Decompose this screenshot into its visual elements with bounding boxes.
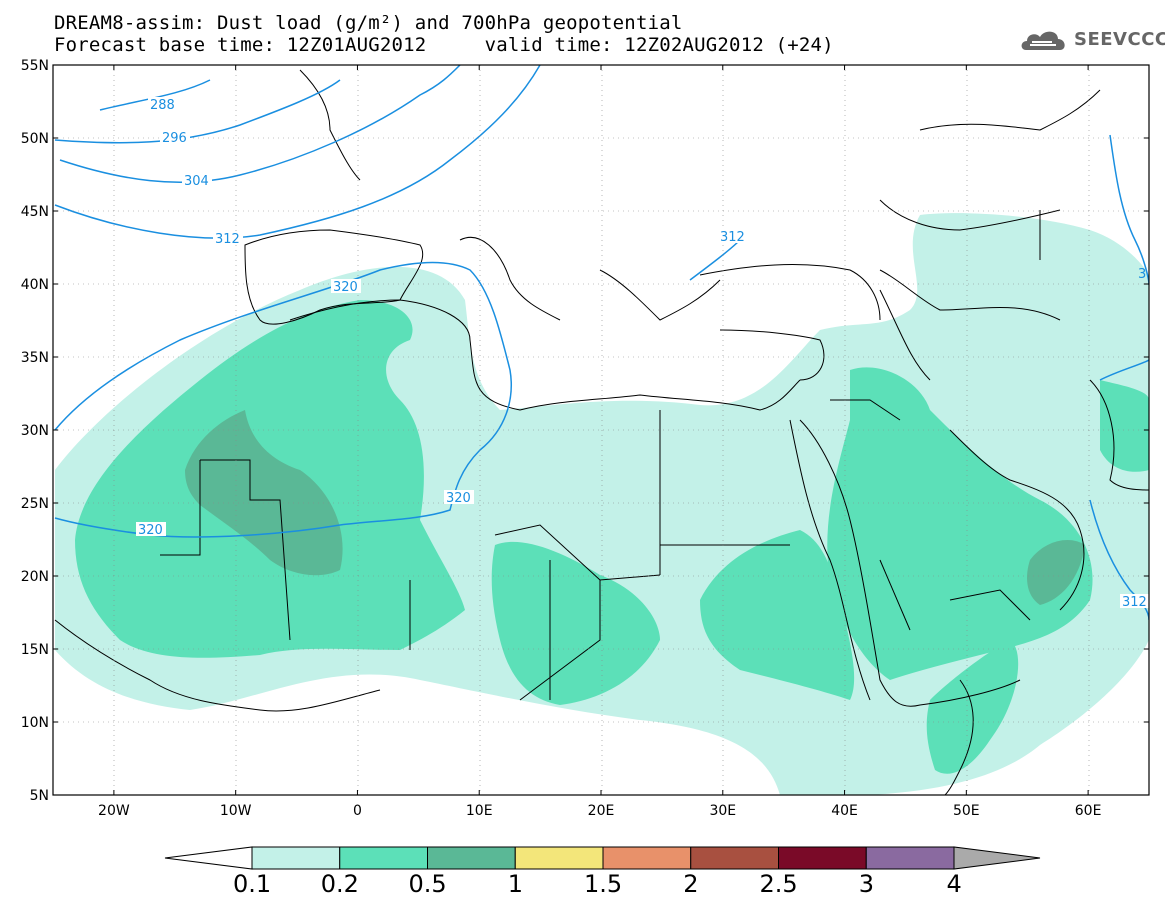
contour-labels: 288 296 304 312 320 320 320 312 312 3 — [136, 97, 1150, 610]
graticule — [53, 65, 1149, 795]
longitude-label: 40E — [831, 803, 858, 819]
colorbar-label: 4 — [946, 870, 962, 898]
contour-label: 320 — [333, 280, 358, 295]
longitude-labels: 20W 10W 0 10E 20E 30E 40E 50E 60E — [98, 803, 1101, 819]
colorbar-label: 2.5 — [759, 870, 798, 898]
latitude-label: 15N — [21, 642, 49, 658]
axis-ticks — [53, 64, 1149, 796]
longitude-label: 20E — [588, 803, 615, 819]
colorbar-swatch — [690, 846, 779, 870]
latitude-label: 35N — [21, 350, 49, 366]
latitude-label: 55N — [21, 58, 49, 74]
forecast-time-subtitle: Forecast base time: 12Z01AUG2012 valid t… — [54, 34, 834, 56]
geopotential-contours — [54, 65, 1149, 621]
colorbar-label: 1.5 — [584, 870, 623, 898]
colorbar-label: 2 — [683, 870, 699, 898]
colorbar — [164, 846, 1041, 870]
contour-label: 288 — [150, 98, 175, 113]
contour-label: 312 — [720, 230, 745, 245]
contour-label: 312 — [1122, 595, 1147, 610]
dust-shading-0.5 — [185, 410, 1085, 605]
longitude-label: 50E — [953, 803, 980, 819]
latitude-label: 40N — [21, 277, 49, 293]
latitude-label: 50N — [21, 131, 49, 147]
colorbar-high-extension — [953, 846, 1041, 870]
latitude-label: 5N — [30, 788, 49, 804]
latitude-label: 30N — [21, 423, 49, 439]
colorbar-low-extension — [164, 846, 253, 870]
colorbar-swatch — [514, 846, 604, 870]
colorbar-swatch — [251, 846, 341, 870]
latitude-label: 25N — [21, 496, 49, 512]
longitude-label: 10W — [220, 803, 252, 819]
colorbar-label: 3 — [858, 870, 875, 898]
cloud-icon — [1021, 31, 1065, 50]
latitude-label: 10N — [21, 715, 49, 731]
contour-label: 320 — [138, 523, 163, 538]
colorbar-label: 1 — [507, 870, 524, 898]
colorbar-swatch — [602, 846, 692, 870]
colorbar-swatch — [778, 846, 867, 870]
map-title: DREAM8-assim: Dust load (g/m²) and 700hP… — [54, 12, 683, 34]
colorbar-swatch — [865, 846, 955, 870]
seevccc-logo: SEEVCCC — [1018, 26, 1165, 56]
latitude-label: 20N — [21, 569, 49, 585]
longitude-label: 0 — [353, 803, 362, 819]
contour-label: 320 — [446, 491, 471, 506]
latitude-labels: 55N 50N 45N 40N 35N 30N 25N 20N 15N 10N 5N — [21, 58, 49, 804]
longitude-label: 60E — [1075, 803, 1102, 819]
colorbar-label: 0.5 — [408, 870, 447, 898]
colorbar-label: 0.2 — [320, 870, 359, 898]
contour-label: 3 — [1138, 267, 1146, 282]
longitude-label: 20W — [98, 803, 130, 819]
longitude-label: 10E — [466, 803, 493, 819]
coastlines — [54, 69, 1149, 795]
contour-label: 304 — [184, 174, 209, 189]
colorbar-label: 0.1 — [233, 870, 272, 898]
logo-text: SEEVCCC — [1074, 29, 1165, 50]
colorbar-swatch — [339, 846, 428, 870]
latitude-label: 45N — [21, 204, 49, 220]
contour-label: 312 — [215, 232, 240, 247]
contour-label: 296 — [162, 131, 187, 146]
colorbar-swatch — [427, 846, 516, 870]
longitude-label: 30E — [709, 803, 736, 819]
